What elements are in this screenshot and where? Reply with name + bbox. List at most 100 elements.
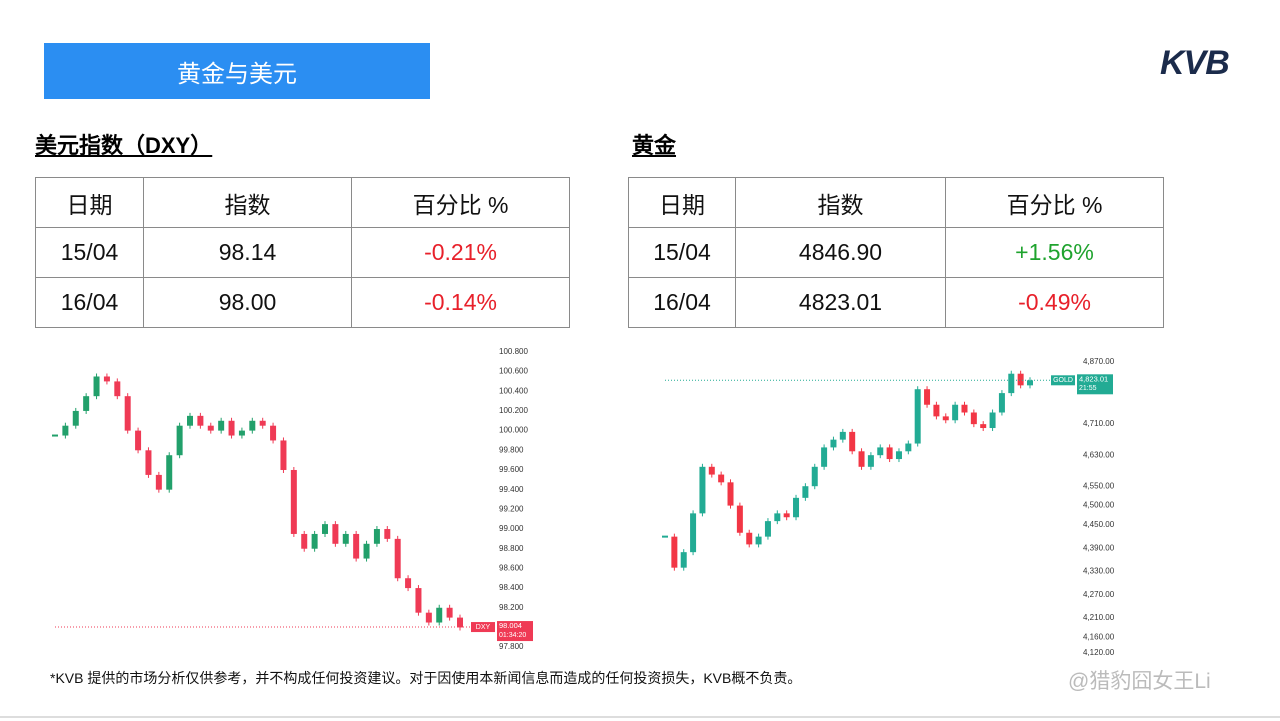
- candle: [145, 450, 152, 475]
- logo: KVB: [1160, 44, 1230, 82]
- price-tag: [497, 621, 533, 642]
- candle: [415, 588, 422, 613]
- candle: [905, 443, 912, 452]
- symbol-tag: [1051, 375, 1075, 386]
- y-tick-label: 98.800: [499, 544, 524, 553]
- table-row: 16/04 98.00 -0.14%: [35, 277, 570, 328]
- section-heading: 黄金: [632, 133, 677, 158]
- candle: [166, 455, 173, 490]
- candle: [270, 425, 277, 441]
- y-tick-label: 4,450.00: [1083, 520, 1115, 529]
- table-cell: 98.00: [143, 277, 352, 328]
- candle: [405, 578, 412, 589]
- candle: [821, 447, 828, 467]
- candle: [886, 447, 893, 460]
- y-tick-label: 99.400: [499, 485, 524, 494]
- y-tick-label: 100.400: [499, 386, 528, 395]
- y-tick-label: 4,390.00: [1083, 543, 1115, 552]
- y-tick-label: 4,210.00: [1083, 613, 1115, 622]
- candle: [811, 466, 818, 487]
- y-tick-label: 98.600: [499, 564, 524, 573]
- candle: [764, 521, 771, 537]
- candle: [774, 513, 781, 522]
- candle: [197, 415, 204, 426]
- candle: [849, 431, 856, 452]
- candle: [680, 552, 687, 568]
- candle: [446, 607, 453, 618]
- table-cell: -0.49%: [945, 277, 1164, 328]
- candle: [155, 474, 162, 490]
- candle: [1008, 373, 1015, 394]
- price-tag-text: 4,823.01: [1079, 374, 1108, 383]
- candle: [736, 505, 743, 533]
- candle: [311, 533, 318, 549]
- candle: [425, 612, 432, 623]
- table-cell: -0.21%: [351, 227, 570, 278]
- candle: [746, 532, 753, 545]
- table-row: 日期 指数 百分比 %: [35, 177, 570, 228]
- price-tag-text: 98.004: [499, 621, 522, 630]
- table-cell: +1.56%: [945, 227, 1164, 278]
- candle: [72, 410, 79, 426]
- y-tick-label: 97.800: [499, 642, 524, 651]
- divider: [0, 716, 1280, 718]
- candle: [207, 425, 214, 431]
- candle: [933, 404, 940, 417]
- candle: [793, 497, 800, 518]
- table-cell: 百分比 %: [945, 177, 1164, 228]
- y-tick-label: 4,500.00: [1083, 501, 1115, 510]
- candle: [457, 617, 463, 628]
- y-tick-label: 99.600: [499, 465, 524, 474]
- candle: [114, 381, 121, 397]
- candle: [124, 396, 131, 431]
- candle: [135, 430, 142, 451]
- candle: [970, 412, 977, 425]
- candle: [998, 393, 1005, 413]
- y-tick-label: 100.600: [499, 367, 528, 376]
- table-cell: 15/04: [628, 227, 736, 278]
- candle: [373, 529, 380, 544]
- candle: [1027, 380, 1033, 386]
- candle: [839, 431, 846, 440]
- candle: [93, 376, 100, 397]
- y-tick-label: 4,270.00: [1083, 590, 1115, 599]
- candle: [52, 434, 58, 437]
- candle: [980, 424, 987, 429]
- candle: [228, 420, 235, 436]
- candle: [877, 447, 884, 456]
- candle: [662, 535, 668, 538]
- y-tick-label: 4,160.00: [1083, 633, 1115, 642]
- y-tick-label: 99.200: [499, 504, 524, 513]
- y-tick-label: 100.000: [499, 426, 528, 435]
- table-cell: 16/04: [35, 277, 144, 328]
- y-tick-label: 4,550.00: [1083, 481, 1115, 490]
- candle: [342, 533, 349, 544]
- candle: [187, 415, 193, 426]
- candle: [394, 538, 401, 579]
- candle: [858, 451, 865, 467]
- candle: [290, 469, 297, 534]
- candle: [103, 376, 110, 382]
- candle: [961, 404, 968, 413]
- candle: [1017, 373, 1024, 386]
- y-tick-label: 4,330.00: [1083, 567, 1115, 576]
- candle: [176, 425, 183, 456]
- candle: [727, 482, 734, 506]
- candle: [783, 513, 790, 518]
- table-cell: -0.14%: [351, 277, 570, 328]
- candle: [690, 513, 697, 553]
- y-tick-label: 98.400: [499, 583, 524, 592]
- table-cell: 16/04: [628, 277, 736, 328]
- table-row: 15/04 4846.90 +1.56%: [628, 227, 1164, 278]
- candle: [718, 474, 725, 483]
- table-cell: 日期: [35, 177, 144, 228]
- candle: [384, 529, 391, 539]
- candle: [924, 389, 931, 405]
- y-tick-label: 100.200: [499, 406, 528, 415]
- candle: [755, 536, 762, 545]
- table-row: 日期 指数 百分比 %: [628, 177, 1164, 228]
- candle: [322, 524, 328, 534]
- watermark: @猎豹囧女王Li: [1068, 670, 1211, 693]
- y-tick-label: 98.200: [499, 603, 524, 612]
- symbol-tag-text: DXY: [476, 624, 491, 631]
